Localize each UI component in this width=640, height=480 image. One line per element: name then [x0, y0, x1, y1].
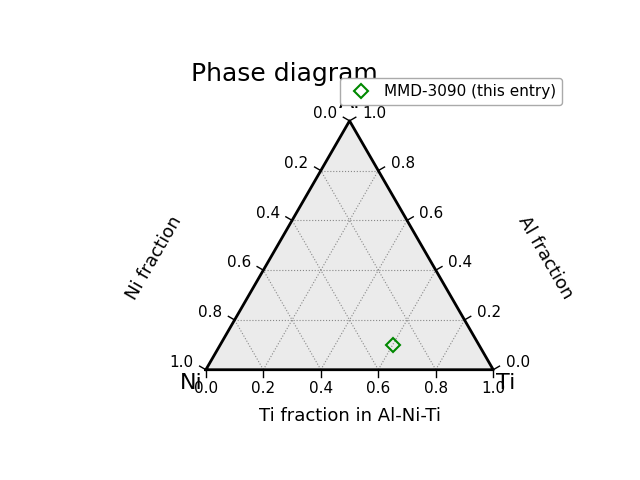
Text: Ti fraction in Al-Ni-Ti: Ti fraction in Al-Ni-Ti [259, 407, 440, 425]
Text: 0.0: 0.0 [506, 355, 530, 370]
Text: 0.0: 0.0 [194, 381, 218, 396]
Text: 0.6: 0.6 [419, 206, 444, 221]
Polygon shape [206, 121, 493, 370]
Text: 1.0: 1.0 [170, 355, 193, 370]
Text: 0.8: 0.8 [391, 156, 415, 171]
Text: 1.0: 1.0 [362, 106, 386, 121]
Text: 0.2: 0.2 [284, 156, 308, 171]
Text: Ni: Ni [180, 372, 203, 393]
Text: 0.0: 0.0 [313, 106, 337, 121]
Text: 0.4: 0.4 [255, 206, 280, 221]
Text: Phase diagram: Phase diagram [191, 62, 378, 86]
Text: 0.6: 0.6 [227, 255, 251, 270]
Text: 0.4: 0.4 [448, 255, 472, 270]
Text: 0.4: 0.4 [308, 381, 333, 396]
Legend: MMD-3090 (this entry): MMD-3090 (this entry) [340, 78, 562, 105]
Text: 0.6: 0.6 [366, 381, 390, 396]
Text: Al: Al [339, 92, 360, 112]
Text: Al fraction: Al fraction [514, 213, 576, 302]
Text: 0.8: 0.8 [198, 305, 222, 320]
Text: 1.0: 1.0 [481, 381, 506, 396]
Text: 0.8: 0.8 [424, 381, 448, 396]
Text: Ni fraction: Ni fraction [123, 213, 186, 303]
Text: Ti: Ti [496, 372, 515, 393]
Text: 0.2: 0.2 [252, 381, 275, 396]
Text: 0.2: 0.2 [477, 305, 501, 320]
